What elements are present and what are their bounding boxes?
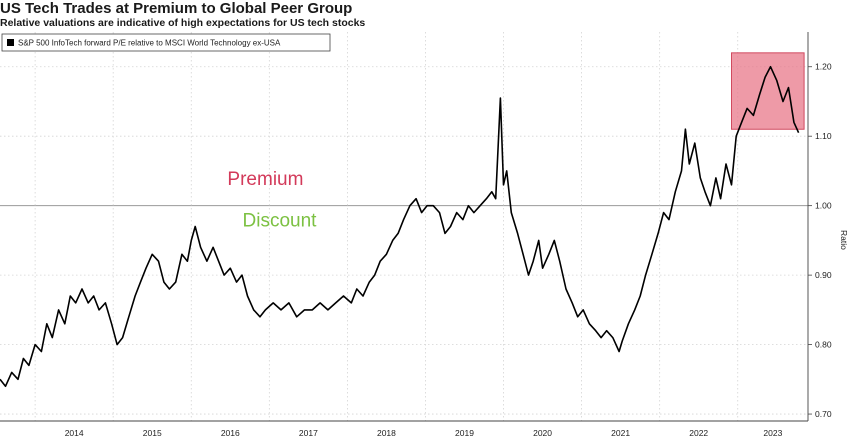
- annotation-layer: Premium Discount: [227, 169, 317, 232]
- annotation-premium: Premium: [227, 169, 303, 190]
- x-tick-label: 2018: [377, 428, 396, 438]
- y-tick-label: 0.70: [815, 409, 832, 419]
- legend: S&P 500 InfoTech forward P/E relative to…: [1, 33, 331, 52]
- series-line: [0, 65, 800, 388]
- chart-canvas: Premium Discount 0.70 0.80 0.90 1.00 1.10 1.20…: [0, 32, 848, 438]
- y-tick-label: 0.80: [815, 340, 832, 350]
- x-tick-label: 2016: [221, 428, 240, 438]
- annotation-discount: Discount: [243, 211, 318, 232]
- plot-area: [0, 32, 808, 421]
- x-tick-label: 2021: [611, 428, 630, 438]
- chart-subtitle: Relative valuations are indicative of hi…: [0, 17, 366, 29]
- plot-background: [0, 32, 808, 421]
- x-tick-label: 2019: [455, 428, 474, 438]
- y-tick-label: 0.90: [815, 270, 832, 280]
- chart-title: US Tech Trades at Premium to Global Peer…: [0, 0, 353, 17]
- legend-box: [1, 33, 331, 52]
- axis-layer: 0.70 0.80 0.90 1.00 1.10 1.20 2014 2015 2016 2017…: [0, 32, 848, 438]
- y-tick-label: 1.00: [815, 201, 832, 211]
- x-tick-label: 2017: [299, 428, 318, 438]
- x-tick-label: 2014: [65, 428, 84, 438]
- legend-label: S&P 500 InfoTech forward P/E relative to…: [18, 39, 281, 48]
- grid-lines: [0, 32, 808, 421]
- y-axis-title: Ratio: [839, 230, 848, 250]
- legend-swatch: [7, 39, 14, 46]
- series-layer: [0, 65, 800, 388]
- x-tick-label: 2020: [533, 428, 552, 438]
- y-tick-label: 1.20: [815, 62, 832, 72]
- x-tick-label: 2022: [689, 428, 708, 438]
- y-tick-label: 1.10: [815, 131, 832, 141]
- x-tick-label: 2023: [763, 428, 782, 438]
- x-tick-label: 2015: [143, 428, 162, 438]
